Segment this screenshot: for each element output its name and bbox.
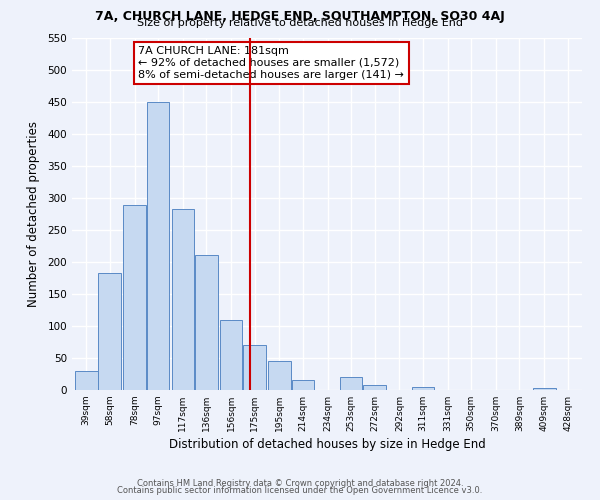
Bar xyxy=(123,205,146,390)
Text: Size of property relative to detached houses in Hedge End: Size of property relative to detached ho… xyxy=(137,18,463,28)
Bar xyxy=(268,361,290,390)
Bar xyxy=(292,380,314,390)
Bar xyxy=(98,272,121,390)
Bar xyxy=(220,320,242,390)
Bar xyxy=(195,256,218,390)
X-axis label: Distribution of detached houses by size in Hedge End: Distribution of detached houses by size … xyxy=(169,438,485,451)
Bar xyxy=(364,385,386,390)
Text: 7A CHURCH LANE: 181sqm
← 92% of detached houses are smaller (1,572)
8% of semi-d: 7A CHURCH LANE: 181sqm ← 92% of detached… xyxy=(139,46,404,80)
Text: 7A, CHURCH LANE, HEDGE END, SOUTHAMPTON, SO30 4AJ: 7A, CHURCH LANE, HEDGE END, SOUTHAMPTON,… xyxy=(95,10,505,23)
Bar xyxy=(412,387,434,390)
Bar xyxy=(533,388,556,390)
Bar xyxy=(340,377,362,390)
Text: Contains HM Land Registry data © Crown copyright and database right 2024.: Contains HM Land Registry data © Crown c… xyxy=(137,478,463,488)
Bar xyxy=(172,208,194,390)
Y-axis label: Number of detached properties: Number of detached properties xyxy=(28,120,40,306)
Text: Contains public sector information licensed under the Open Government Licence v3: Contains public sector information licen… xyxy=(118,486,482,495)
Bar xyxy=(147,102,169,390)
Bar xyxy=(244,345,266,390)
Bar xyxy=(75,371,97,390)
